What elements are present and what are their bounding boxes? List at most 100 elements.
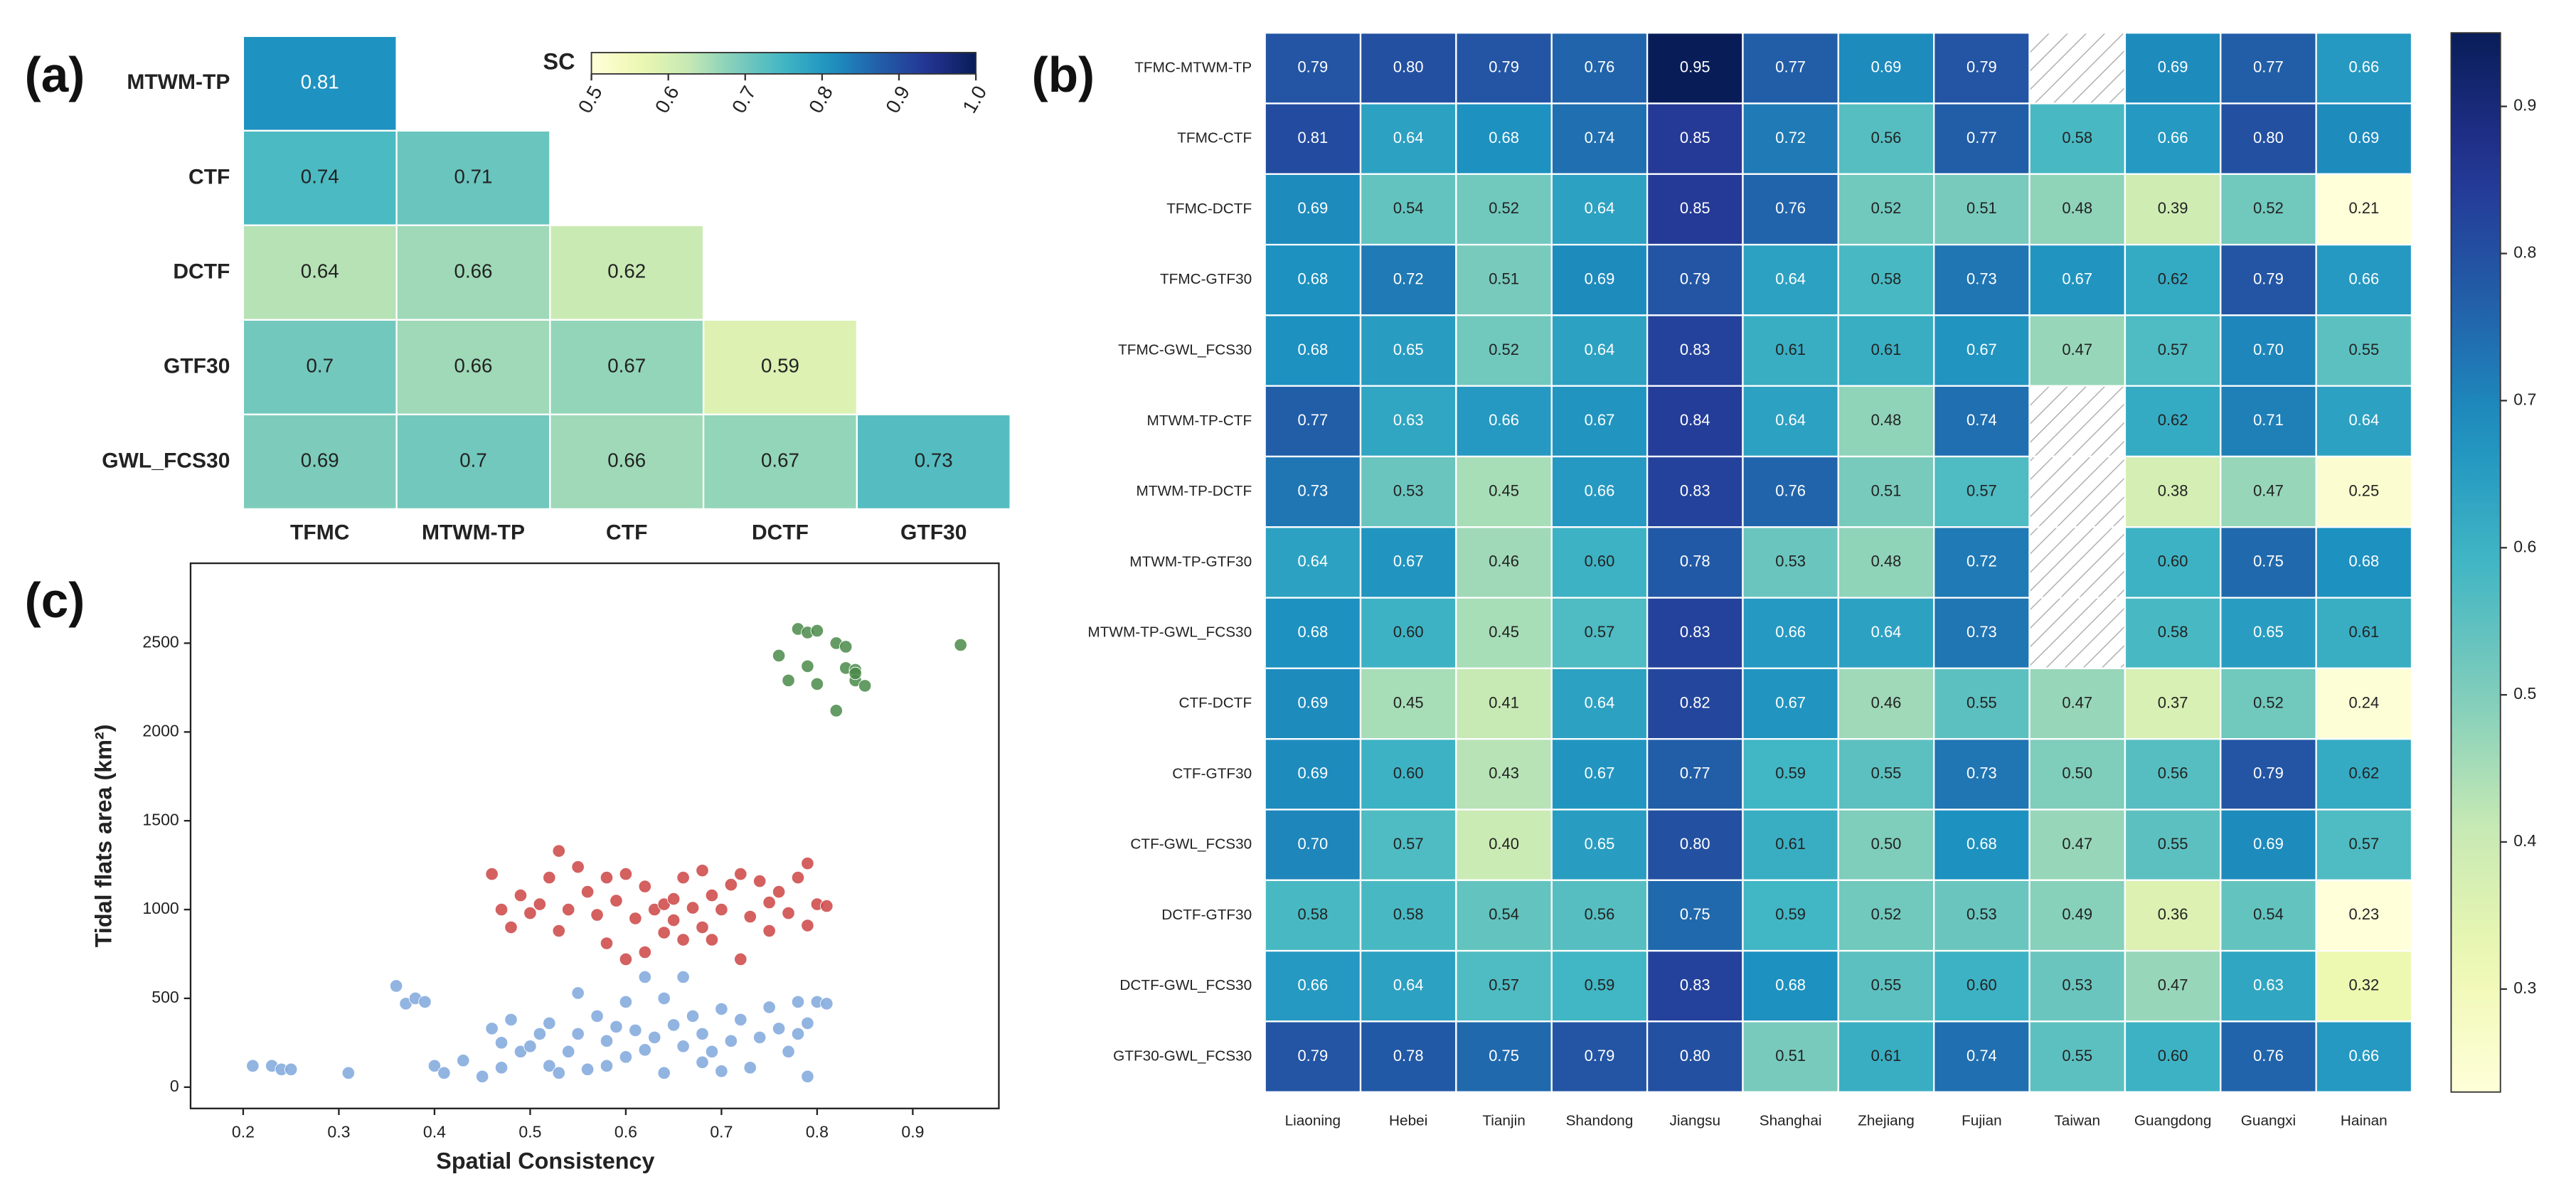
cell-label: 0.66 [1297, 976, 1328, 994]
scatter-point [619, 995, 633, 1009]
heat-cell [1359, 1020, 1457, 1093]
heat-cell [2315, 809, 2413, 881]
cell-label: 0.46 [1489, 553, 1519, 570]
cell-label: 0.57 [1393, 835, 1424, 853]
cell-label: 0.78 [1393, 1047, 1424, 1065]
cell-label: 0.72 [1966, 553, 1997, 570]
cell-label: 0.75 [1489, 1047, 1519, 1065]
y-category: TFMC-DCTF [1166, 201, 1252, 217]
heat-cell [242, 35, 398, 132]
x-category: TFMC [290, 521, 349, 544]
y-tick-label: 500 [151, 988, 179, 1006]
x-category: MTWM-TP [422, 521, 525, 544]
scatter-point [791, 995, 805, 1009]
x-category: DCTF [752, 521, 809, 544]
scatter-point [666, 1018, 681, 1032]
heat-cell [1646, 949, 1744, 1023]
heat-cell [2028, 1020, 2127, 1093]
heat-cell [1837, 809, 1935, 881]
heat-cell [2220, 949, 2317, 1023]
cell-label: 0.74 [301, 166, 339, 188]
cell-label: 0.77 [2253, 58, 2284, 76]
cell-label: 0.63 [1393, 411, 1424, 429]
heat-cell [2315, 243, 2413, 316]
scatter-point [782, 1045, 795, 1059]
heat-cell [1455, 597, 1553, 670]
cell-label: 0.55 [1871, 764, 1902, 782]
scatter-point [657, 991, 671, 1006]
cell-label: 0.62 [2158, 270, 2188, 288]
scatter-point [666, 892, 681, 906]
cell-label: 0.76 [1775, 481, 1806, 499]
cell-label: 0.66 [454, 260, 493, 282]
scatter-point [752, 874, 767, 888]
cell-label: 0.67 [1775, 693, 1806, 711]
x-tick-label: 0.6 [614, 1123, 637, 1141]
y-category: CTF-DCTF [1179, 695, 1252, 711]
scatter-point [580, 885, 595, 899]
cell-label: 0.56 [2158, 764, 2188, 782]
scatter-point [600, 937, 614, 950]
heat-cell [2028, 667, 2127, 740]
scatter-point [791, 870, 805, 885]
scatter-point [571, 986, 585, 1000]
missing-cell [2028, 385, 2127, 458]
cell-label: 0.63 [2253, 976, 2284, 994]
cell-label: 0.73 [1297, 481, 1328, 499]
x-tick-label: 0.3 [327, 1123, 350, 1141]
scatter-point [590, 1009, 604, 1023]
heat-cell [1264, 809, 1362, 881]
scatter-point [485, 1022, 499, 1035]
scatter-point [801, 1016, 814, 1030]
colorbar-tick-label: 0.9 [881, 82, 914, 117]
scatter-point [810, 624, 824, 638]
scatter-point [494, 1036, 509, 1050]
heat-cell [2028, 809, 2127, 881]
heat-cell [1264, 314, 1362, 387]
cell-label: 0.77 [1297, 411, 1328, 429]
scatter-point [657, 1066, 671, 1080]
cell-label: 0.60 [2158, 1047, 2188, 1065]
x-category: Shanghai [1760, 1113, 1822, 1129]
cell-label: 0.66 [2158, 129, 2188, 146]
cell-label: 0.83 [1680, 481, 1710, 499]
cell-label: 0.76 [1775, 199, 1806, 217]
y-category: MTWM-TP [127, 70, 230, 94]
colorbar [2450, 32, 2501, 1093]
scatter-point [705, 1045, 719, 1059]
scatter-point [513, 888, 528, 902]
cell-label: 0.69 [1297, 199, 1328, 217]
y-category: DCTF-GWL_FCS30 [1119, 977, 1252, 993]
scatter-point [610, 1020, 623, 1034]
cell-label: 0.66 [2348, 1047, 2379, 1065]
cell-label: 0.60 [1585, 553, 1615, 570]
scatter-point [762, 895, 776, 910]
scatter-point [504, 920, 518, 934]
scatter-point [715, 1002, 728, 1016]
colorbar-tick-label: 0.9 [2513, 96, 2536, 114]
heat-cell [1550, 173, 1649, 246]
y-tick-label: 0 [170, 1077, 179, 1095]
cell-label: 0.58 [1393, 905, 1424, 923]
cell-label: 0.67 [607, 355, 646, 377]
scatter-point [600, 870, 614, 885]
cell-label: 0.53 [2062, 976, 2092, 994]
scatter-point [494, 1061, 509, 1074]
cell-label: 0.70 [1297, 835, 1328, 853]
cell-label: 0.62 [2348, 764, 2379, 782]
cell-label: 0.67 [1585, 764, 1615, 782]
scatter-point [820, 997, 834, 1010]
scatter-point [762, 1001, 776, 1014]
cell-label: 0.69 [2253, 835, 2284, 853]
scatter-point [629, 1023, 642, 1038]
heat-cell [1837, 1020, 1935, 1093]
cell-label: 0.52 [1489, 341, 1519, 358]
cell-label: 0.58 [2062, 129, 2092, 146]
heat-cell [1264, 526, 1362, 599]
cell-label: 0.64 [1297, 553, 1328, 570]
x-category: Jiangsu [1669, 1113, 1720, 1129]
cell-label: 0.52 [1489, 199, 1519, 217]
heat-cell [2124, 809, 2222, 881]
cell-label: 0.72 [1393, 270, 1424, 288]
heat-cell [1933, 597, 2031, 670]
